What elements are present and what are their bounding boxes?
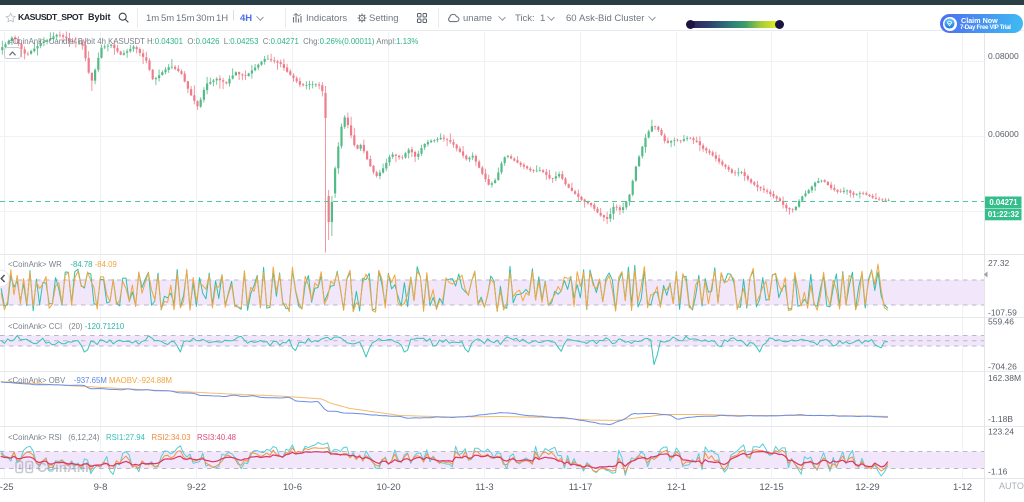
svg-text:<CoinAnk> OBV -937.65M MAOB: <CoinAnk> OBV -937.65M MAOBV:-924.88M — [8, 376, 172, 385]
svg-text:9-22: 9-22 — [187, 482, 206, 493]
svg-text:<CoinAnk> WR -84.78 -84.09: <CoinAnk> WR -84.78 -84.09 — [8, 260, 117, 269]
svg-text:-1.16: -1.16 — [988, 467, 1008, 477]
svg-text:-704.26: -704.26 — [988, 362, 1017, 372]
svg-text:8-25: 8-25 — [0, 482, 14, 493]
svg-text:<CoinAnk> RSI (6,12,24) RS: <CoinAnk> RSI (6,12,24) RSI1:27.94 RSI2:… — [8, 433, 236, 442]
svg-text:559.46: 559.46 — [988, 317, 1014, 327]
svg-text:12-15: 12-15 — [759, 482, 783, 493]
svg-text:-1.18B: -1.18B — [988, 414, 1013, 424]
svg-text:AUTO: AUTO — [999, 481, 1024, 491]
svg-text:123.24: 123.24 — [988, 427, 1014, 437]
svg-text:-107.59: -107.59 — [988, 308, 1017, 318]
svg-text:1-12: 1-12 — [953, 482, 972, 493]
svg-text:01:22:32: 01:22:32 — [988, 210, 1020, 219]
svg-text:27.32: 27.32 — [988, 258, 1010, 268]
svg-text:0.06000: 0.06000 — [988, 129, 1019, 139]
svg-text:12-29: 12-29 — [855, 482, 879, 493]
svg-text:11-3: 11-3 — [475, 482, 493, 493]
svg-text:<CoinAnk> CCI (20) -120.7121: <CoinAnk> CCI (20) -120.71210 — [8, 322, 125, 331]
svg-text:10-20: 10-20 — [376, 482, 400, 493]
svg-text:<CoinAnk> Candle/ Bybit 4h KAS: <CoinAnk> Candle/ Bybit 4h KASUSDT H:0.0… — [8, 37, 418, 46]
svg-text:11-17: 11-17 — [569, 482, 593, 493]
svg-text:0.04271: 0.04271 — [989, 198, 1018, 207]
svg-text:9-8: 9-8 — [94, 482, 108, 493]
svg-text:12-1: 12-1 — [667, 482, 686, 493]
svg-text:10-6: 10-6 — [283, 482, 302, 493]
svg-text:0.08000: 0.08000 — [988, 51, 1019, 61]
svg-text:162.38M: 162.38M — [988, 373, 1021, 383]
